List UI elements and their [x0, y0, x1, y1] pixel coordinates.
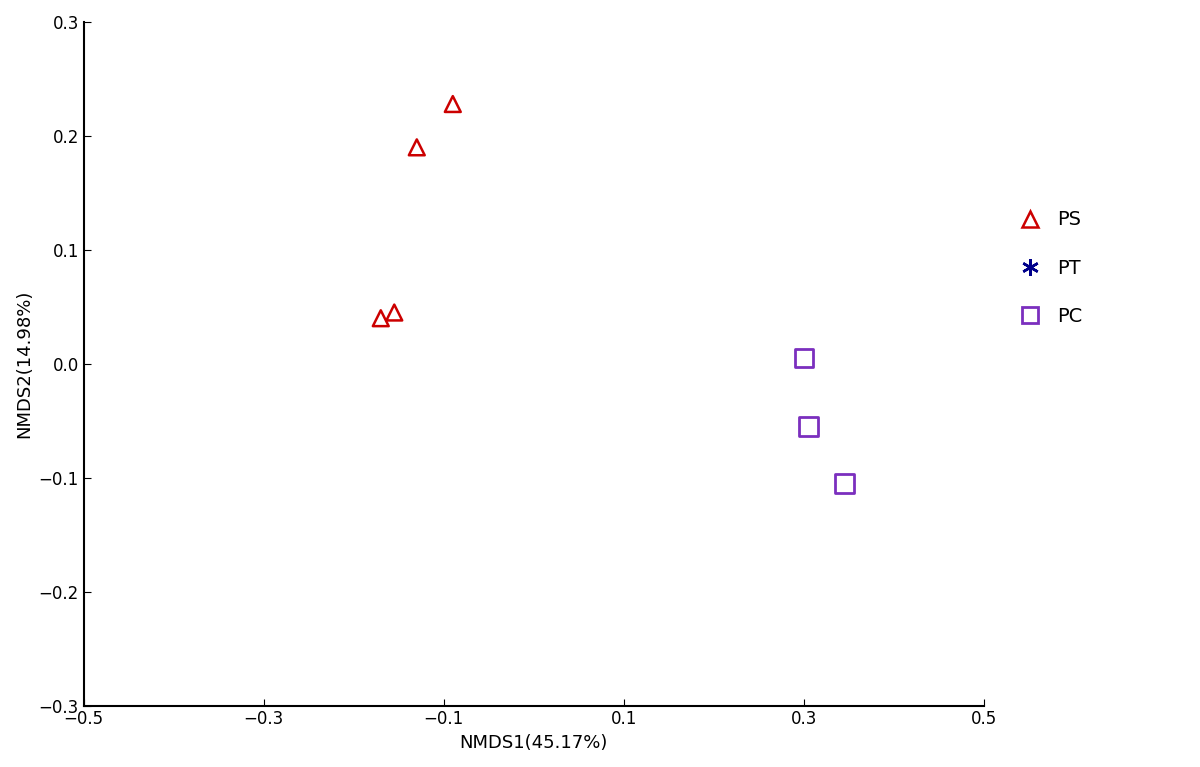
Legend: PS, PT, PC: PS, PT, PC	[1003, 202, 1090, 334]
Point	[799, 420, 818, 433]
Point	[367, 295, 386, 308]
Point	[794, 352, 814, 364]
Point	[835, 477, 854, 489]
Point	[385, 306, 404, 318]
Y-axis label: NMDS2(14.98%): NMDS2(14.98%)	[14, 290, 32, 438]
Point	[367, 293, 386, 305]
Point	[407, 141, 426, 153]
Point	[443, 98, 462, 110]
Point	[371, 312, 390, 324]
Point	[295, 557, 314, 569]
Point	[286, 625, 305, 637]
X-axis label: NMDS1(45.17%): NMDS1(45.17%)	[460, 734, 608, 752]
